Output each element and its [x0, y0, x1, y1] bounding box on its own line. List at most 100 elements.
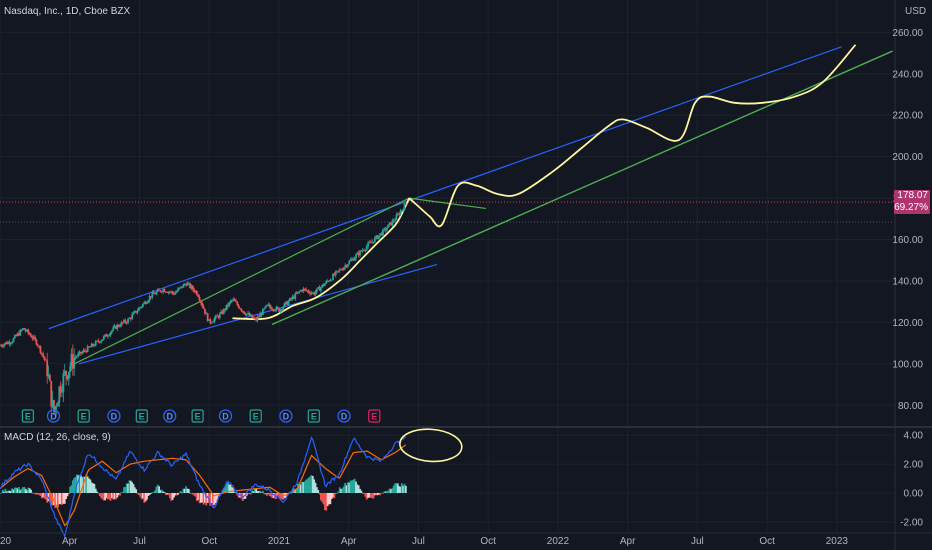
x-tick-label: 2020: [0, 536, 12, 547]
candle-body: [86, 346, 89, 352]
macd-histogram-bar: [212, 493, 214, 506]
event-marker[interactable]: E: [135, 409, 148, 423]
dividend-icon: [46, 409, 61, 423]
candle-body: [173, 292, 175, 295]
event-marker[interactable]: E: [307, 409, 320, 423]
candle-body: [67, 371, 70, 380]
candle-body: [376, 235, 379, 239]
candle-body: [39, 346, 42, 353]
macd-histogram-bar: [129, 480, 132, 493]
macd-histogram-bar: [384, 491, 387, 493]
macd-line: [0, 435, 407, 539]
event-marker[interactable]: D: [279, 409, 293, 423]
candle-body: [98, 341, 101, 343]
macd-histogram-bar: [257, 491, 260, 493]
event-marker[interactable]: D: [218, 409, 233, 423]
macd-histogram-bar: [394, 483, 396, 493]
candle-body: [394, 220, 396, 222]
candle-body: [35, 339, 38, 345]
event-marker[interactable]: D: [337, 409, 351, 423]
macd-histogram-bar: [386, 490, 388, 493]
macd-histogram-bar: [174, 493, 177, 496]
macd-histogram-bar: [280, 493, 283, 500]
candle-body: [150, 296, 152, 298]
trend-drawings: [48, 44, 893, 365]
candle-body: [345, 265, 348, 267]
candle-body: [9, 343, 12, 345]
x-tick-label: Oct: [759, 536, 775, 547]
candle-body: [363, 250, 365, 252]
macd-histogram-bar: [115, 493, 117, 500]
candle-body: [133, 310, 136, 313]
candle-body: [240, 308, 243, 311]
candle-body: [128, 318, 131, 319]
candle-body: [59, 386, 62, 393]
candle-body: [251, 314, 254, 318]
macd-histogram-bar: [1, 489, 4, 493]
macd-histogram-bar: [102, 493, 105, 501]
currency-label: USD: [905, 6, 927, 17]
macd-histogram-bar: [290, 493, 293, 494]
event-marker[interactable]: E: [21, 409, 34, 423]
candle-body: [402, 209, 405, 211]
macd-histogram-bar: [398, 486, 401, 493]
macd-histogram-bar: [202, 493, 205, 505]
candle-body: [348, 261, 351, 265]
macd-histogram-bar: [100, 493, 103, 498]
y-tick-label: 80.00: [898, 401, 923, 412]
macd-histogram-bar: [3, 491, 5, 493]
macd-histogram-bar: [311, 476, 314, 493]
earnings-icon: [191, 409, 204, 423]
candle-body: [55, 406, 58, 408]
macd-histogram-bar: [249, 493, 252, 495]
event-marker[interactable]: E: [191, 409, 204, 423]
macd-histogram-bar: [205, 493, 208, 506]
macd-histogram-bar: [67, 493, 70, 494]
candle-body: [248, 313, 251, 316]
event-marker[interactable]: E: [77, 409, 90, 423]
macd-histogram-bar: [399, 486, 402, 493]
candle-body: [54, 406, 57, 412]
last-price-value: 178.07: [897, 190, 928, 202]
earnings-icon: [249, 409, 262, 423]
event-marker[interactable]: E: [249, 409, 262, 423]
macd-histogram-bar: [333, 493, 336, 499]
candle-body: [325, 280, 328, 284]
event-marker[interactable]: E: [368, 409, 381, 423]
macd-histogram-bar: [65, 493, 67, 500]
candle-body: [328, 280, 330, 282]
y-tick-label: 240.00: [892, 69, 923, 80]
macd-histogram-bar: [344, 483, 347, 493]
candle-body: [42, 353, 45, 357]
candle-body: [279, 309, 282, 312]
event-marker[interactable]: D: [46, 409, 61, 423]
event-marker[interactable]: D: [107, 409, 121, 423]
macd-histogram-bar: [233, 492, 236, 494]
earnings-icon: [307, 409, 320, 423]
candle-body: [311, 292, 314, 294]
candle-body: [81, 352, 84, 354]
macd-histogram-bar: [181, 492, 183, 494]
macd-histogram-bar: [259, 490, 262, 493]
macd-histogram-bar: [318, 493, 321, 495]
macd-histogram-bar: [387, 490, 390, 493]
candle-body: [202, 306, 205, 309]
candle-body: [216, 315, 218, 317]
candle-body: [260, 313, 263, 316]
macd-histogram-bar: [175, 493, 178, 496]
x-tick-label: 2022: [547, 536, 570, 547]
macd-histogram-bar: [90, 482, 93, 493]
candle-body: [218, 313, 221, 318]
candle-body: [209, 319, 212, 323]
candle-body: [90, 343, 93, 347]
candle-body: [12, 338, 15, 343]
macd-histogram-bar: [341, 488, 344, 493]
candle-body: [105, 334, 108, 337]
y-tick-label: 260.00: [892, 28, 923, 39]
green-channel-lower-line: [271, 50, 893, 326]
macd-histogram-bar: [315, 487, 318, 493]
event-marker[interactable]: D: [163, 409, 177, 423]
